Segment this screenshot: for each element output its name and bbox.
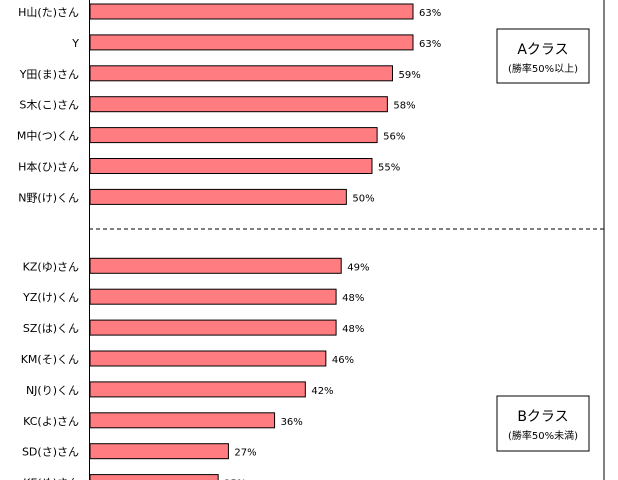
category-label-7: KZ(ゆ)さん — [23, 260, 79, 273]
value-label-13: 27% — [234, 448, 256, 459]
bar-9 — [89, 319, 337, 336]
value-label-5: 55% — [378, 163, 400, 174]
value-label-10: 46% — [332, 355, 354, 366]
legend-box-a-title: Aクラス — [517, 42, 568, 58]
bar-10 — [89, 350, 327, 367]
value-label-2: 59% — [398, 70, 420, 81]
category-label-8: YZ(け)くん — [22, 291, 79, 304]
category-label-3: S木(こ)さん — [19, 99, 79, 112]
value-label-6: 50% — [352, 193, 374, 204]
bar-11 — [89, 381, 306, 398]
legend-box-a: Aクラス (勝率50%以上) — [496, 28, 590, 84]
category-label-2: Y田(ま)さん — [19, 68, 79, 81]
category-label-10: KM(そ)くん — [21, 353, 79, 366]
legend-box-b-frame — [496, 395, 590, 452]
value-label-0: 63% — [419, 8, 441, 19]
category-label-6: N野(け)くん — [18, 191, 79, 204]
bar-5 — [89, 158, 373, 174]
category-label-13: SD(さ)さん — [22, 446, 79, 459]
legend-box-a-frame — [496, 28, 590, 84]
category-label-9: SZ(は)くん — [23, 322, 79, 335]
legend-box-b-subtitle: (勝率50%未満) — [508, 429, 578, 442]
bar-13 — [89, 443, 229, 460]
category-label-11: NJ(り)くん — [26, 384, 79, 397]
category-label-12: KC(よ)さん — [23, 415, 79, 428]
bar-8 — [89, 288, 337, 305]
category-label-1: Y — [71, 37, 79, 50]
value-label-1: 63% — [419, 39, 441, 50]
value-label-12: 36% — [281, 417, 303, 428]
legend-box-b-title: Bクラス — [517, 409, 568, 425]
category-label-14: KE(め)さん — [23, 477, 79, 480]
bar-6 — [89, 188, 347, 205]
value-label-7: 49% — [347, 262, 369, 273]
bar-0 — [89, 3, 414, 20]
value-label-9: 48% — [342, 324, 364, 335]
value-label-11: 42% — [311, 386, 333, 397]
bar-7 — [89, 257, 342, 274]
category-label-4: M中(つ)くん — [17, 130, 79, 143]
bar-12 — [89, 412, 276, 429]
bar-2 — [89, 65, 393, 82]
bar-3 — [89, 96, 388, 113]
value-label-4: 56% — [383, 132, 405, 143]
category-label-5: H本(ひ)さん — [18, 160, 79, 174]
bar-1 — [89, 34, 414, 51]
category-label-0: H山(た)さん — [18, 6, 79, 19]
legend-box-a-subtitle: (勝率50%以上) — [508, 62, 578, 75]
value-label-14: 25% — [224, 479, 246, 480]
value-label-3: 58% — [393, 101, 415, 112]
bar-4 — [89, 127, 378, 144]
legend-box-b: Bクラス (勝率50%未満) — [496, 395, 590, 452]
value-label-8: 48% — [342, 293, 364, 304]
bar-14 — [89, 474, 219, 480]
